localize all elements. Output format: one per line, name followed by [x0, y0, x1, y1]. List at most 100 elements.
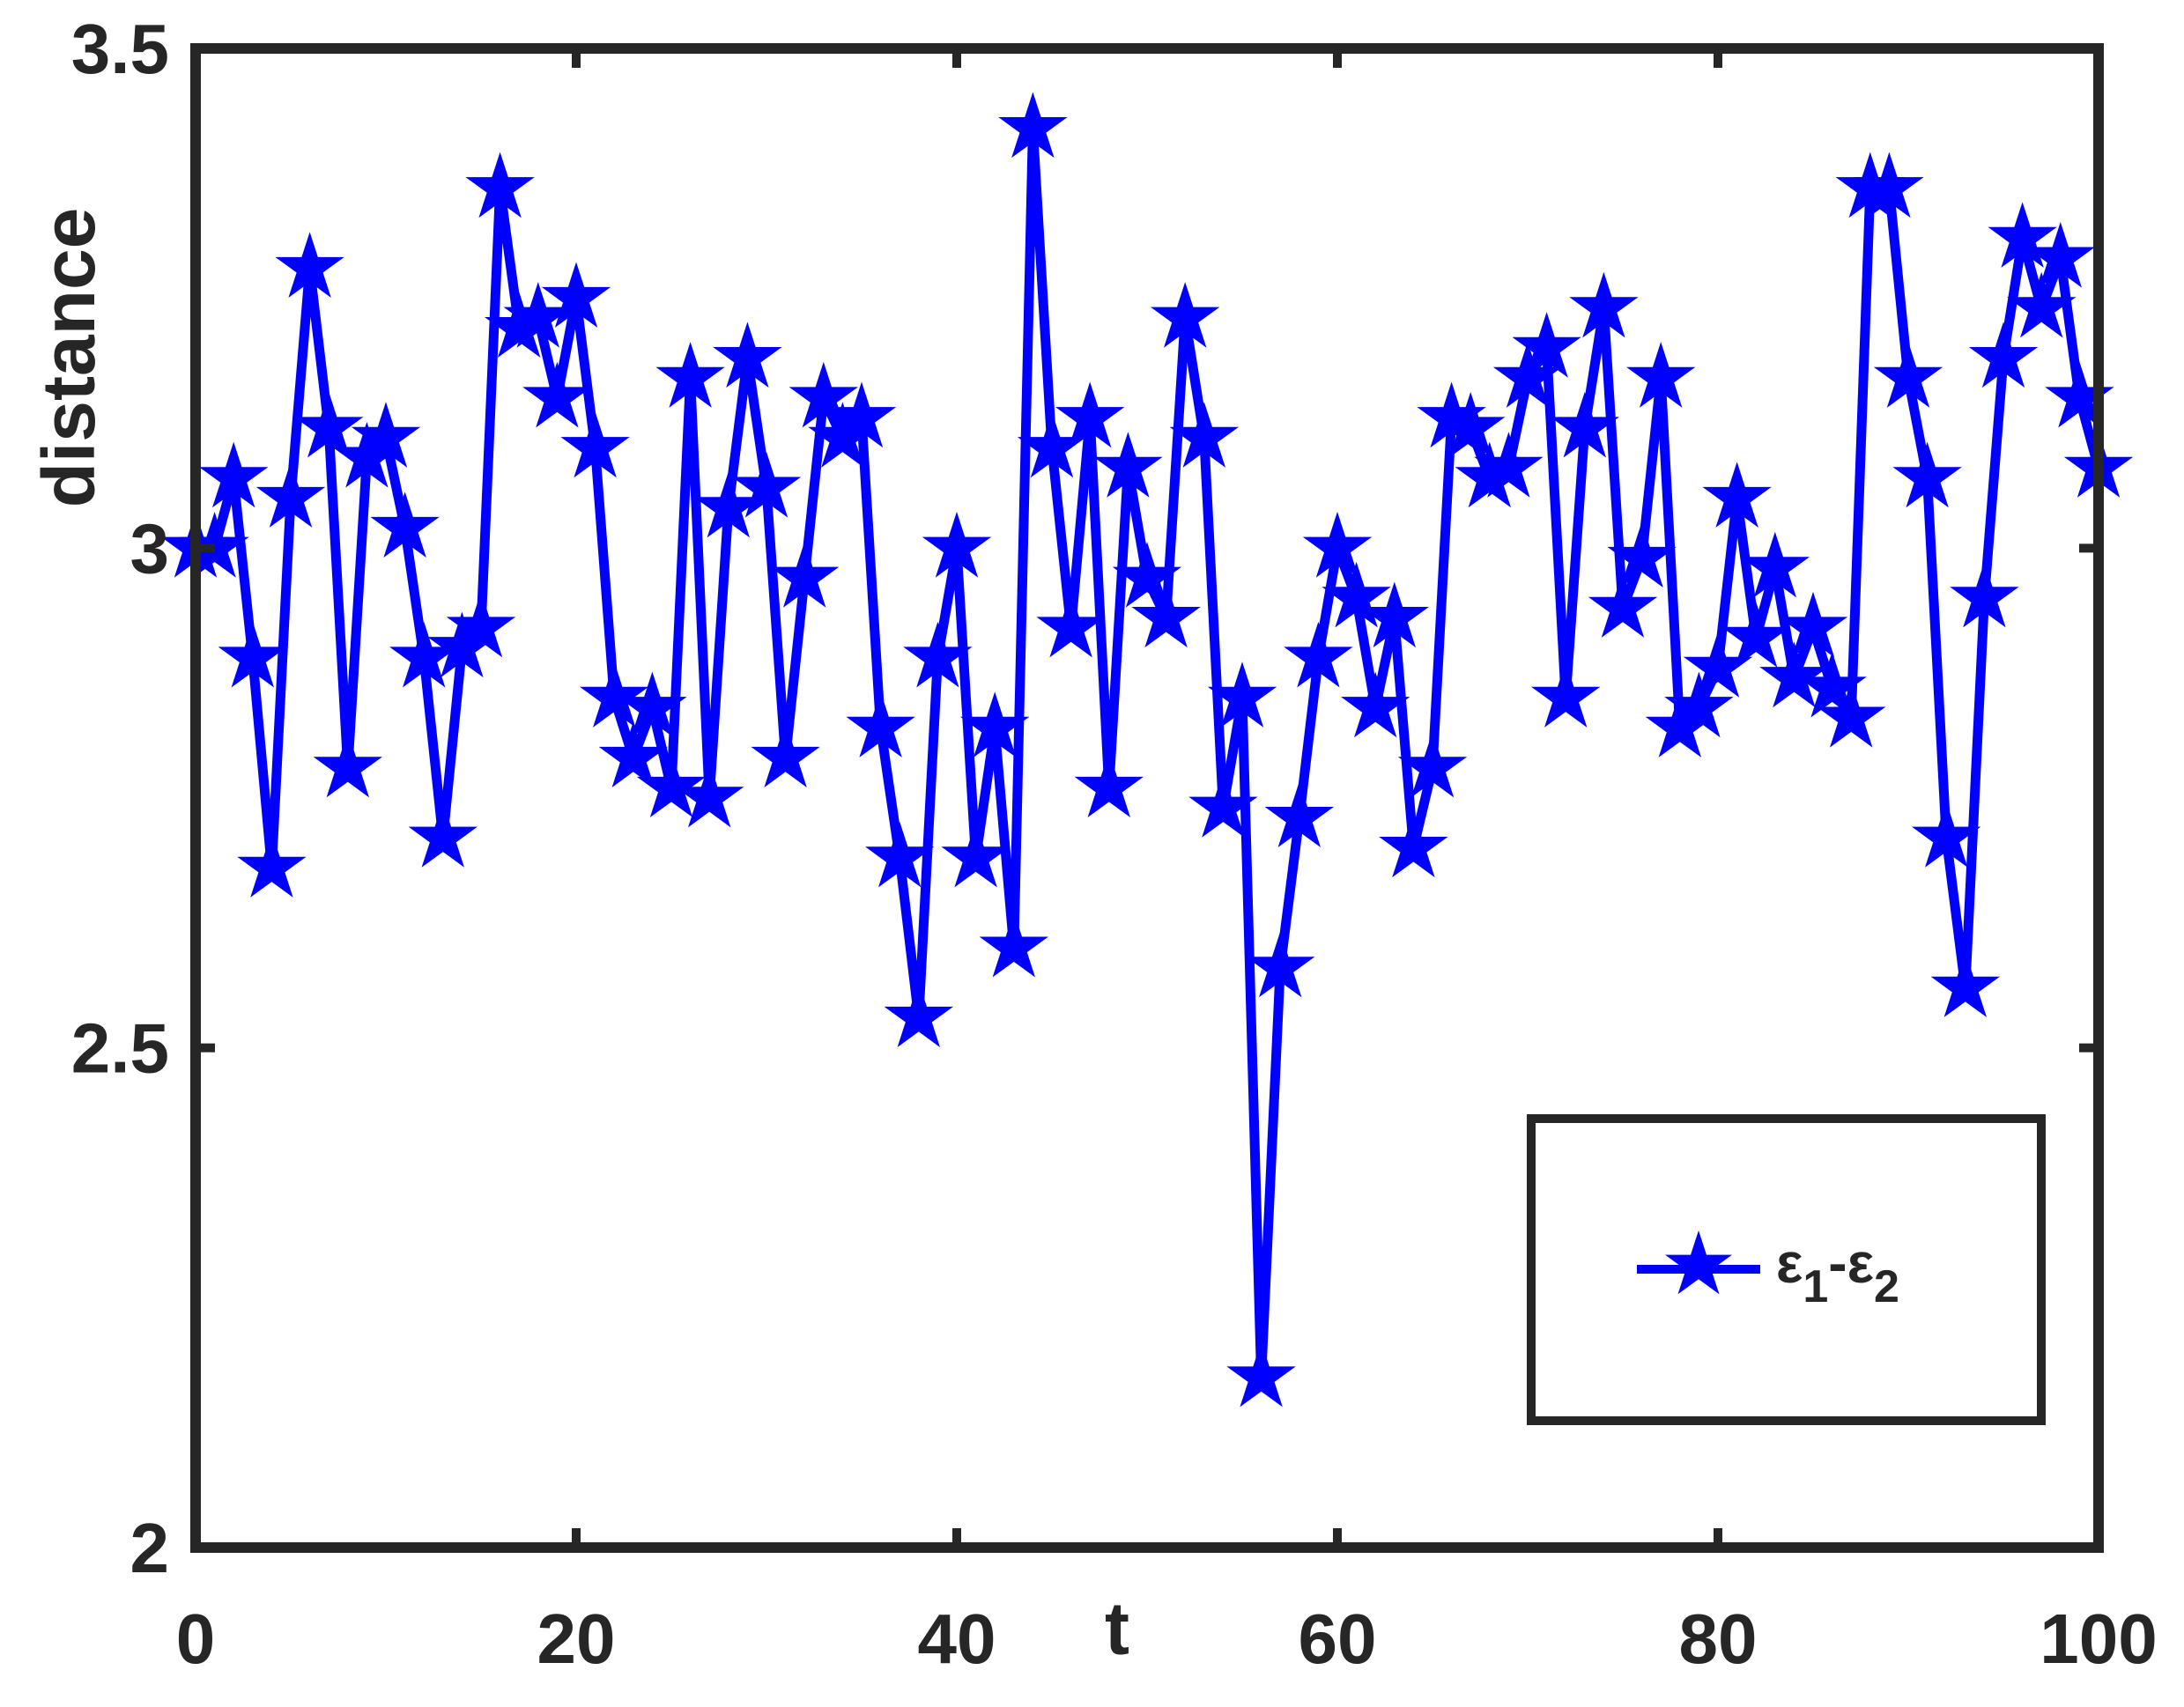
data-point: [1055, 381, 1125, 448]
legend: ε1-ε2: [1527, 1114, 2046, 1425]
data-point: [865, 821, 935, 888]
data-point: [1036, 591, 1106, 658]
data-point: [1988, 202, 2057, 268]
data-point: [1284, 621, 1353, 688]
data-point: [960, 691, 1030, 757]
x-tick-label: 40: [918, 1600, 996, 1678]
y-tick-label: 2: [130, 1509, 170, 1587]
data-point: [560, 411, 630, 478]
data-point: [998, 92, 1068, 159]
data-point: [446, 591, 516, 658]
data-point: [1968, 321, 2039, 388]
data-point: [237, 831, 307, 898]
data-point: [218, 621, 287, 688]
data-point: [731, 452, 802, 518]
axes-box: [190, 43, 2104, 1553]
data-point: [199, 441, 269, 508]
x-tick-label: 80: [1679, 1600, 1758, 1678]
data-point: [1359, 581, 1429, 648]
data-point: [1093, 432, 1163, 498]
data-point: [979, 911, 1048, 978]
legend-marker: [1665, 1230, 1732, 1295]
data-point: [408, 802, 478, 868]
data-point: [313, 731, 382, 798]
data-point: [1873, 342, 1943, 408]
x-axis-label: t: [1105, 1587, 1129, 1670]
data-point: [1074, 751, 1144, 818]
data-point: [751, 721, 820, 788]
data-point: [2007, 271, 2077, 338]
x-tick-label: 0: [176, 1600, 216, 1678]
data-point: [1930, 951, 2000, 1017]
data-point: [1379, 811, 1448, 878]
data-point: [1531, 661, 1601, 728]
data-point: [1550, 391, 1619, 458]
data-point: [1740, 531, 1810, 598]
data-point: [1207, 661, 1277, 728]
y-tick-label: 3: [130, 509, 170, 587]
data-point: [903, 621, 973, 688]
data-point: [1721, 602, 1791, 668]
data-point: [2025, 222, 2095, 288]
data-point: [846, 691, 915, 757]
data-point: [1246, 931, 1315, 998]
data-point: [1912, 802, 1981, 868]
legend-star-icon: [1665, 1230, 1732, 1295]
data-point: [770, 542, 840, 608]
data-point: [1569, 271, 1639, 338]
data-point: [941, 821, 1011, 888]
y-tick-label: 3.5: [71, 10, 169, 88]
data-point: [1664, 671, 1734, 738]
data-point: [1892, 441, 1962, 508]
data-point: [618, 671, 687, 738]
data-point: [541, 262, 611, 329]
data-point: [1759, 641, 1829, 708]
y-axis-label: distance: [27, 208, 110, 508]
data-point: [351, 402, 421, 468]
data-point: [1397, 731, 1468, 798]
data-point: [1322, 561, 1391, 628]
series-layer: [160, 92, 2134, 1408]
data-point: [522, 361, 592, 428]
legend-label: ε1-ε2: [1776, 1231, 1899, 1312]
data-point: [1151, 282, 1220, 348]
data-point: [884, 981, 953, 1048]
data-point: [1474, 432, 1544, 498]
x-tick-label: 100: [2040, 1600, 2157, 1678]
ticks-layer: 0 20 40 60 80 100 2 2.5 3 3.5: [71, 10, 2158, 1678]
data-point: [465, 151, 535, 218]
legend-box: [1527, 1114, 2046, 1425]
data-point: [826, 381, 897, 448]
data-point: [598, 721, 668, 788]
y-tick-label: 2.5: [71, 1009, 169, 1088]
data-point: [1188, 772, 1258, 838]
data-point: [1817, 681, 1886, 748]
data-point: [1436, 391, 1506, 458]
data-point: [255, 462, 326, 528]
data-point: [1778, 591, 1848, 658]
data-point: [1588, 572, 1658, 638]
data-point: [1112, 542, 1182, 608]
data-point: [1607, 521, 1677, 588]
data-point: [1169, 402, 1239, 468]
data-point: [675, 761, 744, 828]
data-point: [1797, 651, 1867, 718]
data-point: [1302, 512, 1373, 578]
data-point: [1702, 462, 1772, 528]
data-point: [922, 512, 992, 578]
data-point: [1512, 312, 1581, 378]
x-tick-label: 60: [1299, 1600, 1377, 1678]
data-point: [1264, 781, 1334, 848]
data-point: [580, 661, 649, 728]
data-point: [1131, 581, 1201, 648]
data-point: [788, 361, 858, 428]
data-point: [275, 232, 344, 299]
data-point: [370, 491, 440, 558]
data-point: [713, 321, 782, 388]
data-point: [294, 391, 364, 458]
data-point: [1950, 561, 2019, 628]
data-point: [1341, 671, 1410, 738]
data-point: [1855, 151, 1924, 218]
data-point: [1626, 342, 1696, 408]
